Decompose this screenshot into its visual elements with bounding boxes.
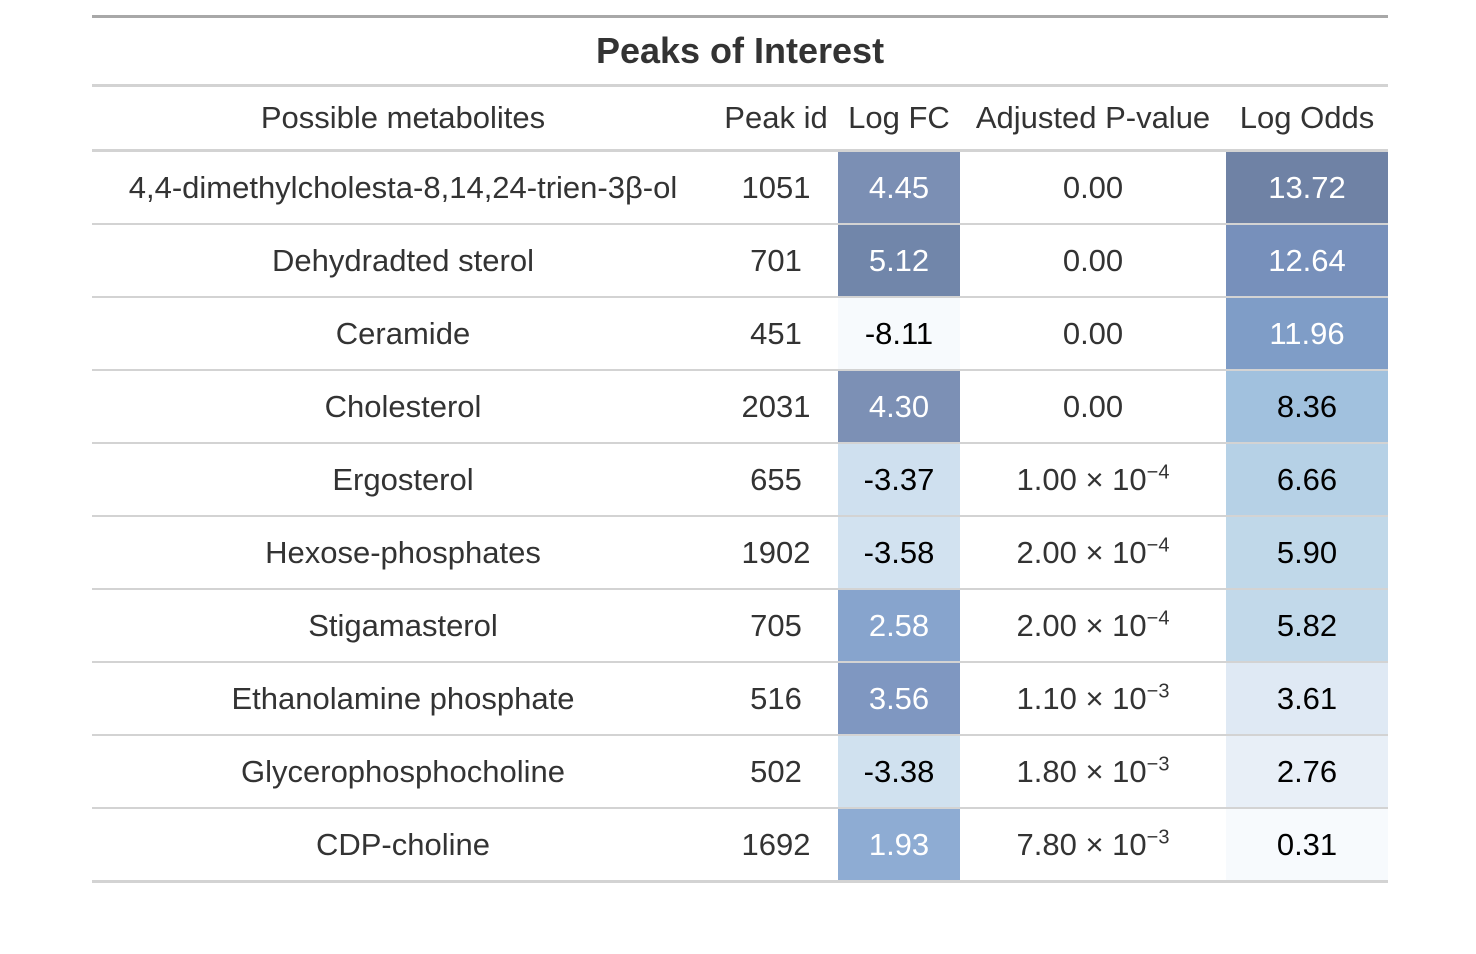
table-row: Cholesterol 2031 4.30 0.00 8.36 [92, 369, 1388, 443]
peak-id-cell: 1051 [741, 169, 811, 205]
log-fc-cell: -3.58 [838, 515, 960, 589]
column-header-adjusted-p-value: Adjusted P-value [960, 85, 1226, 152]
metabolite-cell: CDP-choline [92, 807, 714, 882]
adjusted-p-value-cell: 1.10 × 10−3 [960, 661, 1226, 735]
log-fc-cell: 3.56 [838, 661, 960, 735]
log-odds-cell: 0.31 [1226, 807, 1388, 882]
p-value-mantissa: 0.00 [1062, 315, 1124, 351]
table-row: Hexose-phosphates 1902 -3.58 2.00 × 10−4 5.9… [92, 515, 1388, 589]
table-row: Ceramide 451 -8.11 0.00 11.96 [92, 296, 1388, 370]
peak-id-cell: 1902 [714, 515, 838, 589]
peak-id-cell: 451 [714, 296, 838, 370]
log-odds-cell: 13.72 [1226, 150, 1388, 224]
log-odds-cell: 3.61 [1226, 661, 1388, 735]
p-value-exponent: −3 [1146, 753, 1170, 776]
p-value-exponent: −3 [1146, 680, 1170, 703]
metabolite-cell: Hexose-phosphates [92, 515, 714, 589]
table-row: Ergosterol 655 -3.37 1.00 × 10−4 6.66 [92, 442, 1388, 516]
adjusted-p-value-cell: 2.00 × 10−4 [960, 588, 1226, 662]
peak-id-cell: 1692 [714, 807, 838, 882]
peak-id-cell: 502 [714, 734, 838, 808]
metabolite-cell: Glycerophosphocholine [92, 734, 714, 808]
adjusted-p-value-cell: 2.00 × 10−4 [960, 515, 1226, 589]
log-odds-cell: 11.96 [1226, 296, 1388, 370]
log-fc-cell: -3.38 [838, 734, 960, 808]
table-row: Dehydradted sterol 701 5.12 0.00 12.64 [92, 223, 1388, 297]
log-odds-cell: 5.82 [1226, 588, 1388, 662]
metabolite-cell: Ergosterol [92, 442, 714, 516]
table-body: 4,4-dimethylcholesta-8,14,24-trien-3β-ol… [92, 150, 1388, 882]
peaks-table: Peaks of Interest Possible metabolites P… [92, 15, 1388, 883]
log-fc-cell: 4.30 [838, 369, 960, 443]
log-odds-cell: 6.66 [1226, 442, 1388, 516]
p-value-mantissa: 0.00 [1062, 388, 1124, 424]
column-header-log-odds: Log Odds [1226, 85, 1388, 152]
adjusted-p-value-cell: 0.00 [960, 369, 1226, 443]
column-header-row: Possible metabolites Peak id Log FC Adju… [92, 85, 1388, 152]
peak-id-cell: 655 [714, 442, 838, 516]
metabolite-cell: 4,4-dimethylcholesta-8,14,24-trien-3β-ol [128, 169, 678, 205]
adjusted-p-value-cell: 0.00 [960, 296, 1226, 370]
table-row: 4,4-dimethylcholesta-8,14,24-trien-3β-ol… [92, 150, 1388, 225]
metabolite-cell: Stigamasterol [92, 588, 714, 662]
peak-id-cell: 2031 [714, 369, 838, 443]
table-row: Ethanolamine phosphate 516 3.56 1.10 × 10−3… [92, 661, 1388, 735]
p-value-exponent: −4 [1146, 607, 1170, 630]
log-odds-cell: 5.90 [1226, 515, 1388, 589]
adjusted-p-value-cell: 0.00 [960, 151, 1226, 225]
peak-id-cell: 705 [714, 588, 838, 662]
log-fc-cell: 4.45 [838, 150, 960, 224]
table-title: Peaks of Interest [92, 16, 1388, 87]
p-value-mantissa: 7.80 × 10 [1016, 826, 1147, 862]
log-odds-cell: 8.36 [1226, 369, 1388, 443]
p-value-mantissa: 1.80 × 10 [1016, 753, 1147, 789]
p-value-exponent: −4 [1146, 461, 1170, 484]
log-fc-cell: -3.37 [838, 442, 960, 516]
log-odds-cell: 2.76 [1226, 734, 1388, 808]
p-value-mantissa: 1.10 × 10 [1016, 680, 1147, 716]
p-value-mantissa: 1.00 × 10 [1016, 461, 1147, 497]
p-value-exponent: −4 [1146, 534, 1170, 557]
metabolite-cell: Ethanolamine phosphate [92, 661, 714, 735]
log-fc-cell: 2.58 [838, 588, 960, 662]
column-header-metabolites: Possible metabolites [92, 85, 714, 152]
adjusted-p-value-cell: 1.80 × 10−3 [960, 734, 1226, 808]
log-fc-cell: -8.11 [838, 296, 960, 370]
peak-id-cell: 516 [714, 661, 838, 735]
adjusted-p-value-cell: 0.00 [960, 223, 1226, 297]
p-value-mantissa: 2.00 × 10 [1016, 534, 1147, 570]
log-fc-cell: 1.93 [838, 807, 960, 882]
log-odds-cell: 12.64 [1226, 223, 1388, 297]
table-row: CDP-choline 1692 1.93 7.80 × 10−3 0.31 [92, 807, 1388, 882]
adjusted-p-value-cell: 1.00 × 10−4 [960, 442, 1226, 516]
table-row: Stigamasterol 705 2.58 2.00 × 10−4 5.82 [92, 588, 1388, 662]
p-value-mantissa: 2.00 × 10 [1016, 607, 1147, 643]
column-header-log-fc: Log FC [838, 85, 960, 152]
metabolite-cell: Ceramide [92, 296, 714, 370]
log-fc-cell: 5.12 [838, 223, 960, 297]
p-value-mantissa: 0.00 [1062, 242, 1124, 278]
p-value-exponent: −3 [1146, 826, 1170, 849]
p-value-mantissa: 0.00 [1062, 169, 1124, 205]
metabolite-cell: Cholesterol [92, 369, 714, 443]
metabolite-cell: Dehydradted sterol [92, 223, 714, 297]
adjusted-p-value-cell: 7.80 × 10−3 [960, 807, 1226, 882]
table-row: Glycerophosphocholine 502 -3.38 1.80 × 10−3… [92, 734, 1388, 808]
peak-id-cell: 701 [714, 223, 838, 297]
column-header-peak-id: Peak id [714, 85, 838, 152]
